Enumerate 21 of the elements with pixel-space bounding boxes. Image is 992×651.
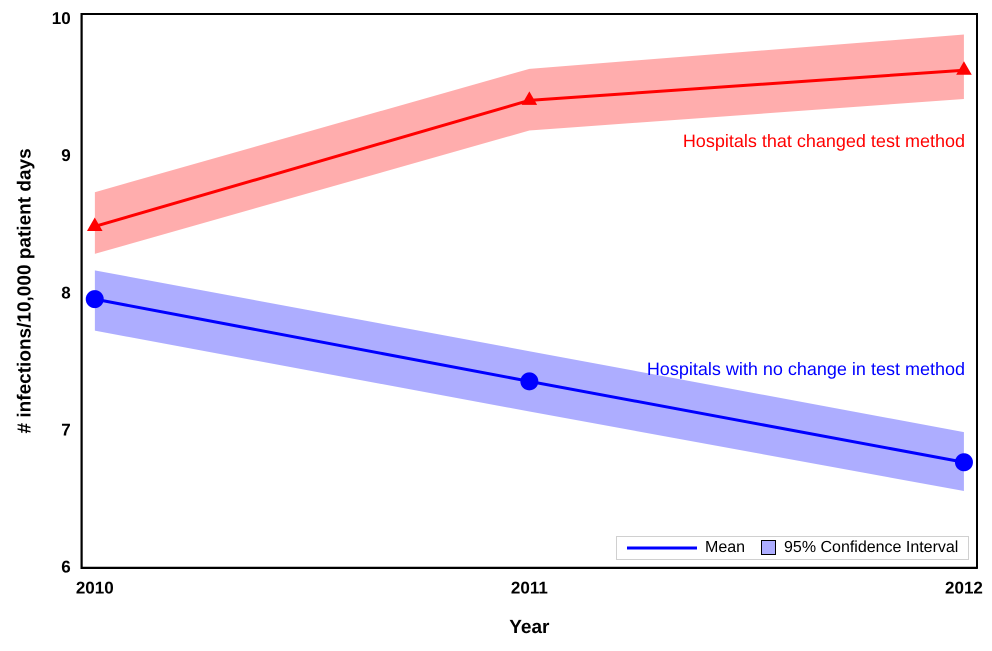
y-axis-title: # infections/10,000 patient days <box>14 148 36 434</box>
x-axis-title: Year <box>509 616 550 638</box>
series-label: Hospitals with no change in test method <box>646 359 965 380</box>
y-tick-label: 6 <box>61 557 71 576</box>
x-tick-label: 2011 <box>510 578 548 598</box>
x-tick-label: 2010 <box>76 578 114 598</box>
style-key: Mean 95% Confidence Interval <box>616 536 970 560</box>
annotation: Mean <box>705 538 746 557</box>
y-tick-label: 7 <box>61 420 71 440</box>
point <box>86 290 104 308</box>
point <box>522 91 538 105</box>
point <box>520 372 538 390</box>
point <box>956 61 972 75</box>
y-tick-label: 9 <box>61 146 71 166</box>
y-tick-label: 10 <box>52 9 71 28</box>
point <box>86 217 103 231</box>
y-tick-label: 8 <box>61 283 71 302</box>
x-tick-label: 2012 <box>945 578 983 598</box>
annotation: 95% Confidence Interval <box>784 538 958 557</box>
text: Hospitals that changed test method <box>682 130 965 151</box>
point <box>954 453 973 472</box>
